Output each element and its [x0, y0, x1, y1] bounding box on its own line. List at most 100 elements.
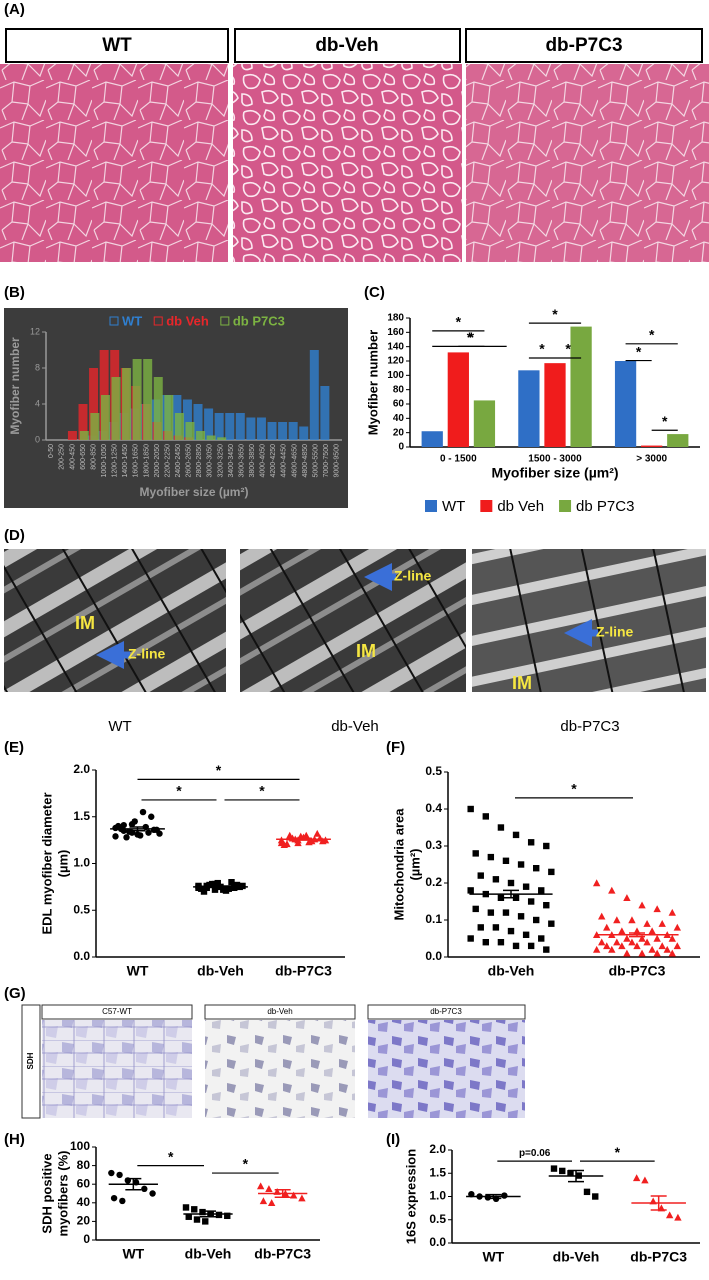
x-tick-label: 4600-4650	[291, 444, 298, 478]
y-tick-label: 4	[35, 398, 40, 408]
data-point	[259, 1197, 268, 1205]
bar	[174, 413, 184, 440]
micrograph	[42, 1020, 192, 1118]
significance-label: *	[649, 327, 655, 343]
bar	[182, 399, 192, 440]
legend-label: db P7C3	[576, 498, 634, 515]
data-point	[512, 942, 520, 950]
data-point	[211, 886, 219, 893]
image-title: WT	[102, 35, 132, 56]
y-axis-title: myofibers (%)	[55, 1151, 70, 1237]
legend-label: WT	[442, 498, 465, 515]
y-tick-label: 0.5	[425, 764, 442, 778]
data-point	[663, 945, 671, 953]
data-point	[567, 1170, 574, 1177]
data-point	[289, 1191, 298, 1199]
data-point	[638, 934, 646, 942]
data-point	[477, 924, 484, 931]
x-tick-label: 600-650	[80, 444, 87, 470]
significance-label: *	[469, 329, 475, 345]
bar	[78, 404, 88, 440]
micrograph	[368, 1020, 525, 1118]
x-tick-label: WT	[127, 963, 149, 979]
data-point	[497, 824, 505, 831]
data-point	[209, 880, 216, 888]
error-bar	[212, 885, 229, 889]
data-point	[512, 831, 520, 839]
data-point	[501, 1192, 508, 1199]
legend-label: WT	[122, 313, 142, 328]
significance-label: *	[467, 329, 473, 345]
data-point	[623, 894, 631, 901]
x-tick-label: db-Veh	[553, 1249, 600, 1265]
image-title: db-Veh	[267, 1007, 292, 1016]
y-tick-label: 100	[70, 1139, 90, 1153]
x-tick-label: 1600-1650	[133, 444, 140, 478]
data-point	[286, 831, 294, 839]
bar	[164, 395, 174, 440]
bar	[544, 363, 566, 447]
image-label: IM	[75, 613, 95, 633]
y-tick-label: 80	[77, 1158, 91, 1172]
data-point	[108, 1169, 115, 1177]
significance-label: *	[176, 783, 182, 799]
data-point	[182, 1204, 190, 1211]
data-point	[145, 829, 152, 836]
data-point	[239, 882, 246, 890]
y-tick-label: 0.0	[429, 1235, 446, 1249]
y-tick-label: 180	[387, 313, 404, 324]
x-tick-label: db-P7C3	[275, 963, 332, 979]
x-tick-label: 4400-4450	[281, 444, 288, 478]
y-tick-label: 1.0	[429, 1189, 446, 1203]
bar	[447, 352, 469, 447]
x-tick-label: db-P7C3	[254, 1246, 311, 1262]
data-point	[665, 1211, 674, 1219]
data-point	[497, 894, 505, 901]
data-point	[502, 909, 510, 916]
image-label: IM	[356, 641, 376, 661]
x-tick-label: WT	[482, 1249, 504, 1265]
data-point	[267, 1199, 276, 1206]
y-axis-title: EDL myofiber diameter	[39, 792, 54, 934]
y-tick-label: 1.0	[73, 856, 90, 870]
legend-swatch	[480, 500, 493, 512]
data-point	[643, 920, 651, 927]
x-tick-label: 3800-3850	[249, 444, 256, 478]
data-point	[472, 850, 479, 857]
x-tick-label: 4200-4250	[270, 444, 277, 478]
data-point	[638, 901, 646, 909]
bar	[196, 431, 206, 440]
data-point	[533, 865, 540, 872]
data-point	[277, 839, 286, 847]
image-title: db-Veh	[315, 35, 378, 56]
data-point	[608, 945, 616, 953]
data-point	[543, 946, 550, 953]
bar	[421, 431, 443, 447]
data-point	[313, 829, 321, 837]
y-tick-label: 40	[393, 413, 405, 424]
data-point	[507, 927, 515, 935]
x-tick-label: 4800-4850	[302, 444, 309, 478]
data-point	[112, 833, 119, 840]
y-axis-title: Myofiber number	[365, 330, 380, 435]
y-tick-label: 8	[35, 362, 40, 372]
y-axis-title: (µm)	[55, 850, 70, 878]
error-bar	[125, 1177, 142, 1191]
data-point	[110, 1194, 118, 1202]
significance-label: *	[636, 343, 642, 359]
data-point	[673, 923, 682, 931]
x-axis-title: Myofiber size (µm²)	[491, 465, 618, 481]
data-point	[623, 934, 631, 942]
image-label: Z-line	[128, 646, 166, 662]
bar	[235, 413, 245, 440]
data-point	[550, 1165, 558, 1172]
significance-label: *	[662, 413, 668, 429]
data-point	[298, 1194, 306, 1202]
x-tick-label: 200-250	[59, 444, 66, 470]
bar	[667, 434, 689, 447]
bar	[278, 422, 288, 440]
micrograph	[472, 549, 706, 692]
x-axis-title: Myofiber size (µm²)	[140, 485, 249, 499]
significance-label: *	[216, 762, 222, 778]
y-tick-label: 2.0	[73, 762, 90, 776]
